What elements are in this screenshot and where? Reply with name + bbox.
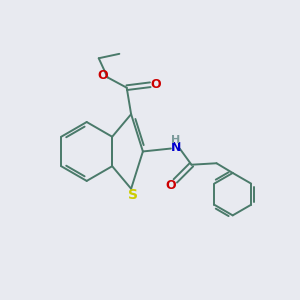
Text: N: N xyxy=(170,141,181,154)
Text: S: S xyxy=(128,188,138,202)
Text: O: O xyxy=(166,179,176,192)
Text: O: O xyxy=(97,69,108,82)
Text: H: H xyxy=(171,135,180,145)
Text: O: O xyxy=(151,78,161,91)
